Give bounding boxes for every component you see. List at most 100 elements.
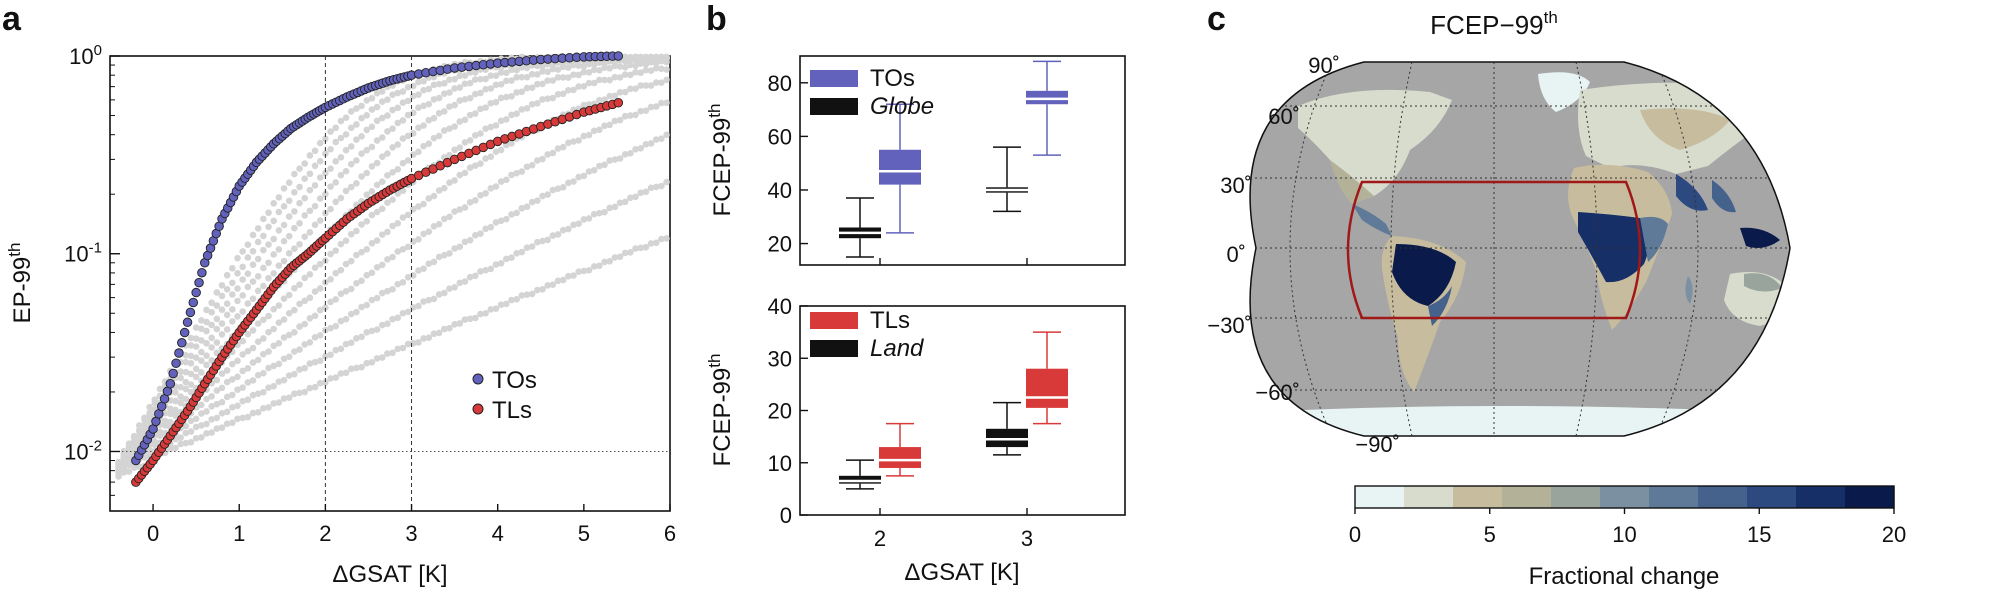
background-point [461,96,469,103]
background-point [301,320,309,328]
background-point [296,220,303,227]
background-point [311,358,319,366]
background-point [358,277,365,285]
x-tick-label: 2 [319,521,331,546]
background-point [616,116,624,124]
background-point [565,139,572,147]
background-point [363,271,371,279]
background-point [239,292,246,299]
background-point [244,396,252,404]
background-point [420,265,427,272]
background-point [182,352,190,359]
background-point [451,320,458,328]
background-point [420,102,427,110]
background-point [275,399,283,406]
background-point [172,406,179,414]
legend-swatch-land [810,340,858,357]
background-point [503,176,510,184]
background-point [353,105,360,112]
background-point [404,308,412,316]
background-point [549,149,557,157]
background-point [585,131,593,139]
background-point [404,274,412,281]
background-point [585,266,593,274]
background-point [249,359,257,366]
legend-label-tos: TOs [492,367,537,394]
background-point [378,354,386,361]
background-point [234,373,241,381]
point-tos [168,368,178,379]
background-point [471,90,479,98]
background-point [404,211,412,219]
background-point [627,150,634,157]
background-point [430,258,438,266]
background-point [554,185,562,192]
background-point [394,89,402,97]
background-point [663,235,670,242]
background-point [580,172,588,180]
background-point [487,123,495,131]
background-point [291,245,298,253]
background-point [497,81,505,88]
iqr-box [879,149,921,185]
background-point [539,155,546,163]
background-point [187,438,195,446]
y-tick-label: 60 [768,124,792,149]
background-point [585,168,593,175]
background-point [378,261,386,269]
background-point [332,296,340,303]
background-point [446,213,453,221]
background-point [471,132,479,139]
background-point [497,259,505,267]
background-point [347,183,355,191]
background-point [135,422,143,429]
background-point [482,155,489,162]
background-point [528,161,536,169]
background-point [658,65,665,73]
background-point [404,97,412,105]
background-point [275,302,283,309]
background-point [461,238,469,246]
background-point [627,54,634,62]
background-point [590,127,598,135]
background-point [244,241,252,249]
background-point [270,270,277,277]
background-point [229,419,236,427]
background-point [415,302,422,310]
background-point [327,183,334,190]
point-tos [182,317,193,328]
legend-marker-tos [472,373,484,385]
background-point [285,394,293,402]
background-point [404,111,412,119]
background-point [285,179,293,186]
background-point [528,70,536,78]
box-land-2 [839,459,881,490]
colorbar-bin [1355,486,1405,508]
background-point [311,221,319,229]
background-point [167,418,174,426]
background-point [327,165,334,173]
background-point [461,278,469,285]
background-point [373,294,381,302]
background-point [409,109,417,117]
background-point [223,420,231,427]
background-point [270,200,277,207]
background-point [508,77,515,84]
background-point [580,83,588,90]
box-land-3 [986,401,1028,456]
background-point [337,171,345,179]
x-tick-label: 0 [147,521,159,546]
point-tos [188,297,199,308]
background-point [647,240,655,247]
background-point [461,72,469,79]
background-point [327,128,334,135]
background-point [399,214,407,221]
background-point [296,300,303,308]
background-point [425,260,433,267]
background-point [198,410,205,417]
background-point [415,339,422,346]
colorbar: 0 5 10 15 20 Fractional change [1349,485,1906,590]
box-globe-2 [839,197,881,258]
background-point [477,130,484,137]
